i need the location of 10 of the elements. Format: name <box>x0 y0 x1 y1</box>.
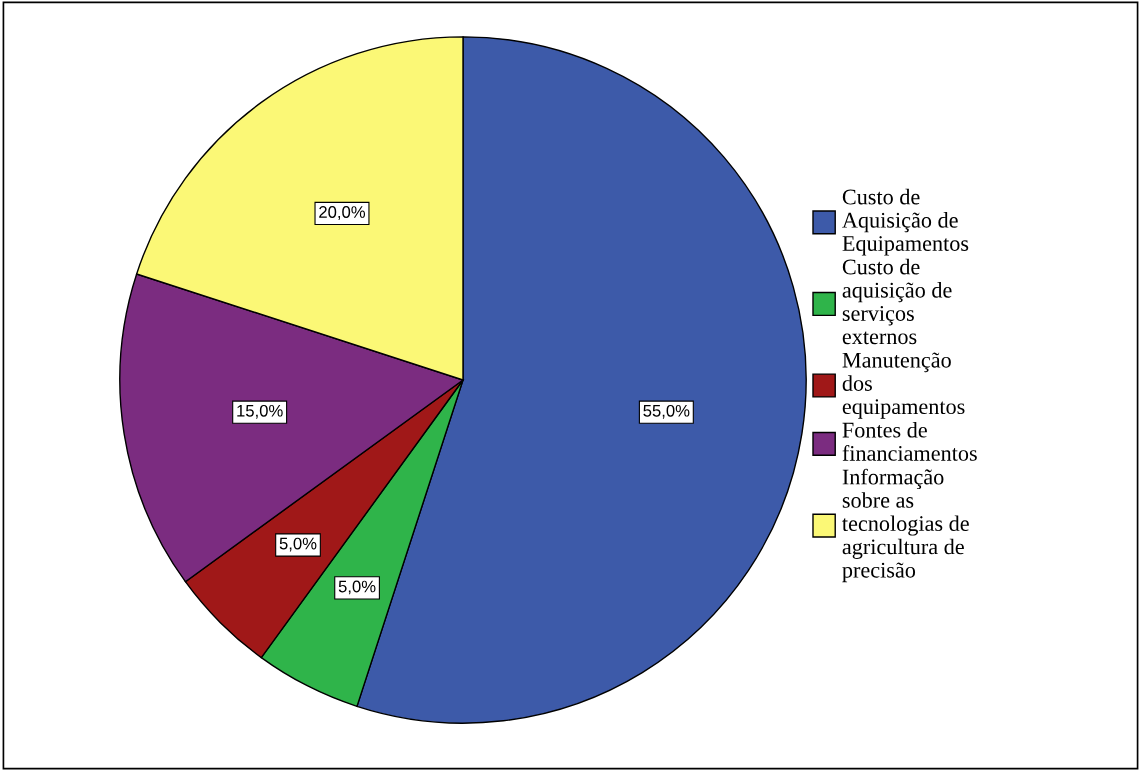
legend-label: Fontes de financiamentos <box>842 421 977 461</box>
data-label: 5,0% <box>338 580 376 595</box>
data-label: 20,0% <box>319 206 366 220</box>
legend-label: Custo de Aquisição de Equipamentos <box>842 188 969 256</box>
data-label: 5,0% <box>279 537 317 552</box>
legend-label: Custo de aquisição de serviços externos <box>842 258 952 345</box>
data-label: 55,0% <box>643 404 690 419</box>
legend-label: Manutenção dos equipamentos <box>842 352 965 419</box>
legend-label: Informação sobre as tecnologias de agricultura de precisão <box>842 468 969 583</box>
data-label: 15,0% <box>237 404 283 419</box>
